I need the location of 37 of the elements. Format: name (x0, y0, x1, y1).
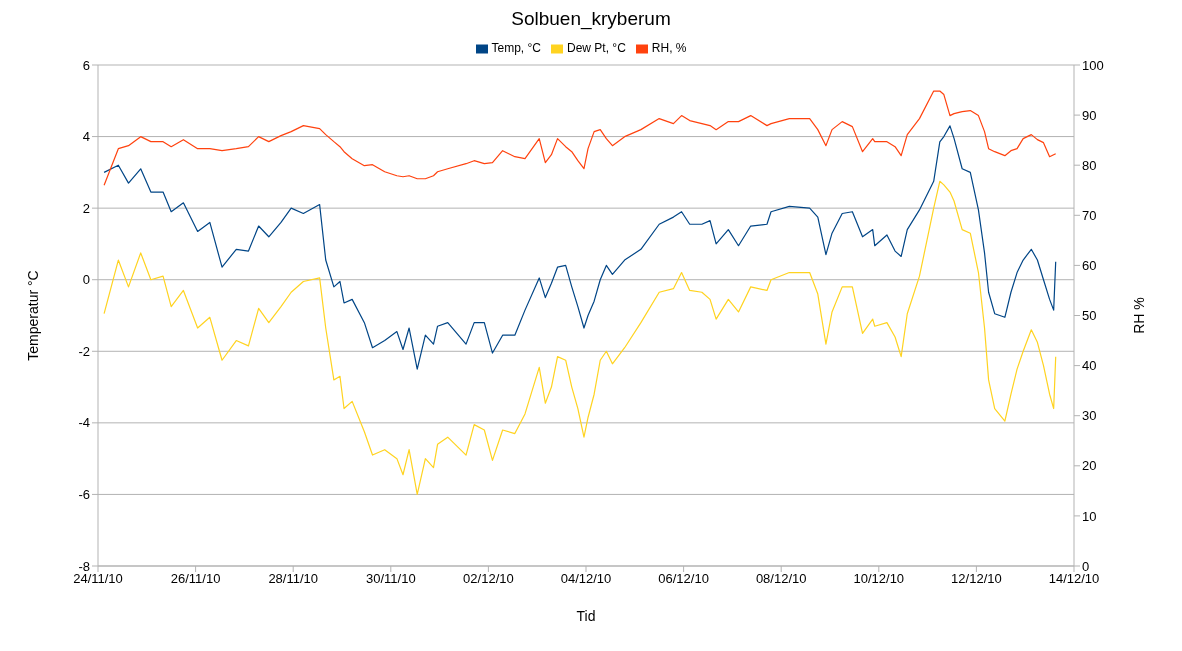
y2-tick-label: 0 (1082, 558, 1090, 574)
y2-tick-label: 50 (1082, 308, 1097, 324)
y-axis-title: Temperatur °C (24, 270, 41, 361)
x-tick-label: 24/11/10 (73, 571, 123, 587)
y2-tick-label: 20 (1082, 458, 1097, 474)
y2-tick-label: 30 (1082, 408, 1097, 424)
legend-label: RH, % (651, 41, 687, 55)
y2-tick-label: 10 (1082, 508, 1097, 524)
y2-tick-label: 80 (1082, 157, 1097, 173)
x-tick-label: 14/12/10 (1048, 571, 1100, 587)
y-tick-label: 6 (82, 57, 90, 73)
x-tick-label: 28/11/10 (268, 571, 319, 587)
legend-label: Temp, °C (491, 41, 541, 55)
x-tick-label: 10/12/10 (853, 571, 905, 587)
x-tick-label: 02/12/10 (463, 571, 514, 587)
x-tick-label: 12/12/10 (951, 571, 1002, 587)
x-tick-label: 06/12/10 (658, 571, 709, 587)
y-tick-label: 0 (82, 272, 90, 288)
legend-label: Dew Pt, °C (567, 41, 626, 55)
y2-tick-label: 90 (1082, 107, 1097, 123)
x-axis-title: Tid (576, 608, 596, 624)
chart-title: Solbuen_kryberum (510, 8, 672, 32)
y2-axis-title: RH % (1130, 297, 1147, 334)
y-tick-label: -4 (78, 415, 90, 431)
y2-tick-label: 100 (1082, 57, 1104, 73)
y2-tick-label: 60 (1082, 258, 1097, 274)
x-tick-label: 08/12/10 (755, 571, 807, 587)
x-tick-label: 26/11/10 (170, 571, 221, 587)
y-tick-label: -2 (78, 343, 90, 359)
y-tick-label: 2 (82, 200, 90, 216)
y-tick-label: -8 (78, 558, 90, 574)
y-tick-label: -6 (78, 487, 90, 503)
x-tick-label: 04/12/10 (560, 571, 612, 587)
y2-tick-label: 70 (1082, 207, 1097, 223)
x-tick-label: 30/11/10 (365, 571, 416, 587)
y2-tick-label: 40 (1082, 358, 1097, 374)
y-tick-label: 4 (82, 129, 90, 145)
